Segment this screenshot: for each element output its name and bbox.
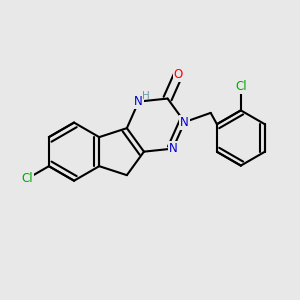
- Text: N: N: [180, 116, 189, 129]
- Text: O: O: [174, 68, 183, 81]
- Text: N: N: [134, 95, 143, 108]
- Text: Cl: Cl: [235, 80, 247, 93]
- Text: H: H: [142, 91, 150, 100]
- Text: N: N: [169, 142, 177, 155]
- Text: Cl: Cl: [22, 172, 33, 185]
